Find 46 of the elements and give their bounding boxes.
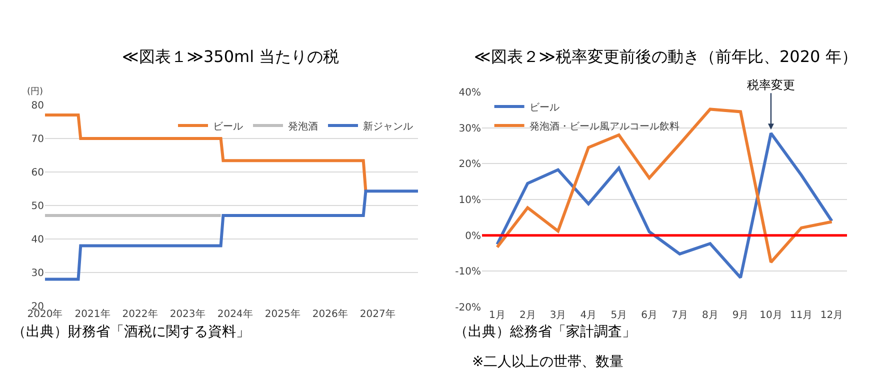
y-tick-label: 20%	[458, 159, 481, 170]
text: （出典）総務省「家計調査」	[454, 324, 636, 340]
y-tick-label: -20%	[455, 302, 481, 314]
x-tick-label: 2023年	[170, 308, 206, 320]
x-tick-label: 2026年	[312, 308, 348, 320]
legend-label: ビール	[213, 121, 243, 132]
x-tick-label: 2025年	[264, 308, 300, 320]
x-tick-label: 7月	[672, 310, 688, 321]
y-tick-label: 40%	[458, 88, 481, 98]
legend-label: 発泡酒・ビール風アルコール飲料	[529, 120, 680, 132]
text: ※二人以上の世帯、数量	[472, 354, 624, 370]
x-tick-label: 5月	[610, 310, 628, 321]
x-tick-label: 9月	[732, 310, 749, 321]
legend-label: 新ジャンル	[363, 120, 413, 132]
line-series	[45, 190, 418, 281]
x-tick-label: 3月	[550, 310, 566, 321]
y-tick-label: 40	[31, 234, 44, 246]
x-tick-label: 10月	[760, 310, 782, 321]
y-tick-label: 50	[31, 201, 44, 212]
legend-label: ビール	[529, 102, 560, 114]
chart-title: ≪図表１≫350ml 当たりの税	[122, 47, 340, 66]
line-series	[496, 132, 834, 280]
x-tick-label: 6月	[641, 310, 658, 321]
x-tick-label: 2022年	[122, 308, 158, 320]
y-tick-label: 0%	[465, 230, 481, 242]
x-tick-label: 12月	[820, 310, 844, 321]
x-tick-label: 2024年	[217, 308, 253, 320]
annotation: 税率変更	[747, 78, 795, 92]
chart-title: ≪図表２≫税率変更前後の動き（前年比、2020 年）	[474, 47, 858, 66]
y-tick-label: 60	[31, 168, 44, 178]
x-tick-label: 4月	[580, 310, 597, 321]
x-tick-label: 2021年	[74, 308, 110, 320]
y-tick-label: 10%	[458, 195, 481, 206]
x-tick-label: 2027年	[360, 308, 396, 320]
y-tick-label: 80	[31, 100, 44, 112]
x-tick-label: 2月	[519, 310, 536, 321]
text: （出典）財務省「酒税に関する資料」	[12, 324, 250, 340]
y-tick-label: 30	[31, 268, 44, 279]
x-tick-label: 1月	[489, 310, 506, 321]
x-tick-label: 11月	[790, 310, 813, 321]
y-tick-label: 30%	[458, 123, 481, 134]
x-tick-label: 8月	[702, 310, 718, 321]
y-tick-label: -10%	[455, 266, 481, 278]
y-axis-title: (円)	[27, 87, 44, 97]
legend-label: 発泡酒	[288, 120, 318, 132]
y-tick-label: 70	[31, 134, 44, 145]
